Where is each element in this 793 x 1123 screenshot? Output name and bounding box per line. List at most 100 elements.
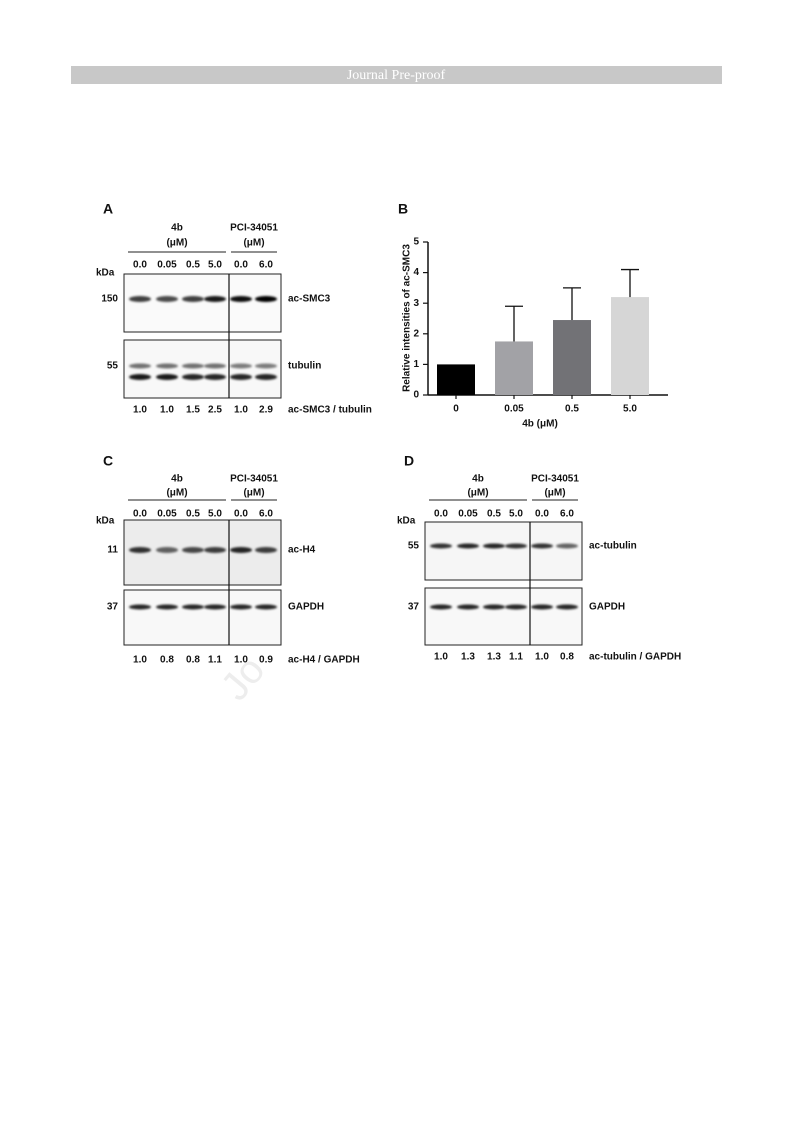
concentration: 0.05 — [157, 509, 177, 520]
band — [129, 363, 151, 369]
band — [182, 363, 204, 369]
group-unit: (μM) — [166, 238, 187, 249]
concentration: 6.0 — [259, 260, 273, 271]
ratio: 1.3 — [461, 652, 475, 663]
band — [255, 374, 277, 380]
band — [531, 543, 553, 549]
ratio: 0.8 — [186, 655, 200, 666]
ratio: 1.1 — [509, 652, 523, 663]
group-unit: (μM) — [544, 488, 565, 499]
band — [204, 363, 226, 369]
x-axis-label: 4b (μM) — [522, 419, 558, 430]
x-tick-label: 0.5 — [565, 404, 579, 415]
concentration: 0.5 — [487, 509, 501, 520]
group-name: 4b — [171, 474, 183, 485]
concentration: 5.0 — [509, 509, 523, 520]
group-unit: (μM) — [467, 488, 488, 499]
ratio: 1.0 — [234, 655, 248, 666]
band — [556, 604, 578, 610]
concentration: 0.5 — [186, 509, 200, 520]
row-label: GAPDH — [288, 602, 324, 613]
kda-value: 11 — [107, 545, 118, 556]
concentration: 0.0 — [434, 509, 448, 520]
band — [255, 296, 277, 302]
group-name: PCI-34051 — [531, 474, 579, 485]
blot-box — [123, 273, 282, 333]
band — [129, 547, 151, 553]
bar — [611, 297, 649, 395]
panel-label: A — [103, 201, 113, 217]
bar — [495, 341, 533, 395]
band — [182, 296, 204, 302]
concentration: 0.0 — [133, 260, 147, 271]
band — [182, 374, 204, 380]
band — [204, 374, 226, 380]
x-tick-label: 0.05 — [504, 404, 524, 415]
blot-box — [424, 521, 583, 581]
kda-label: kDa — [96, 516, 115, 527]
ratio: 0.8 — [560, 652, 574, 663]
kda-value: 150 — [101, 294, 118, 305]
bar — [553, 320, 591, 395]
row-label: GAPDH — [589, 602, 625, 613]
kda-value: 37 — [107, 602, 119, 613]
blot-box — [123, 519, 282, 586]
header-bar — [71, 66, 722, 84]
y-tick-label: 1 — [413, 359, 419, 370]
blot-box — [123, 589, 282, 646]
ratio: 0.9 — [259, 655, 273, 666]
band — [156, 296, 178, 302]
row-label: tubulin — [288, 361, 321, 372]
blot-box — [424, 587, 583, 646]
band — [129, 604, 151, 610]
group-name: PCI-34051 — [230, 474, 278, 485]
x-tick-label: 0 — [453, 404, 459, 415]
band — [129, 374, 151, 380]
concentration: 5.0 — [208, 509, 222, 520]
group-name: 4b — [171, 223, 183, 234]
y-tick-label: 0 — [413, 390, 419, 401]
ratio: 2.5 — [208, 405, 222, 416]
kda-value: 55 — [107, 361, 119, 372]
panel-label: B — [398, 201, 408, 217]
band — [505, 604, 527, 610]
band — [457, 543, 479, 549]
band — [430, 543, 452, 549]
ratio: 2.9 — [259, 405, 273, 416]
concentration: 0.0 — [234, 509, 248, 520]
band — [204, 604, 226, 610]
concentration: 6.0 — [259, 509, 273, 520]
y-axis-label: Relative intensities of ac-SMC3 — [402, 244, 413, 392]
concentration: 5.0 — [208, 260, 222, 271]
concentration: 0.05 — [458, 509, 478, 520]
kda-value: 55 — [408, 541, 420, 552]
x-tick-label: 5.0 — [623, 404, 637, 415]
group-name: 4b — [472, 474, 484, 485]
bar — [437, 364, 475, 395]
band — [430, 604, 452, 610]
band — [255, 363, 277, 369]
band — [230, 604, 252, 610]
band — [204, 547, 226, 553]
ratio: 0.8 — [160, 655, 174, 666]
band — [255, 547, 277, 553]
y-tick-label: 4 — [413, 267, 419, 278]
ratio: 1.3 — [487, 652, 501, 663]
concentration: 0.05 — [157, 260, 177, 271]
group-unit: (μM) — [243, 238, 264, 249]
header-title: Journal Pre-proof — [347, 68, 446, 83]
panel-label: C — [103, 453, 113, 469]
y-tick-label: 3 — [413, 298, 419, 309]
band — [531, 604, 553, 610]
y-tick-label: 5 — [413, 237, 419, 248]
ratio: 1.0 — [535, 652, 549, 663]
band — [483, 604, 505, 610]
row-label: ac-SMC3 — [288, 294, 331, 305]
group-unit: (μM) — [243, 488, 264, 499]
band — [129, 296, 151, 302]
kda-value: 37 — [408, 602, 420, 613]
panel-label: D — [404, 453, 414, 469]
band — [483, 543, 505, 549]
ratio-label: ac-H4 / GAPDH — [288, 655, 360, 666]
ratio-label: ac-SMC3 / tubulin — [288, 405, 372, 416]
